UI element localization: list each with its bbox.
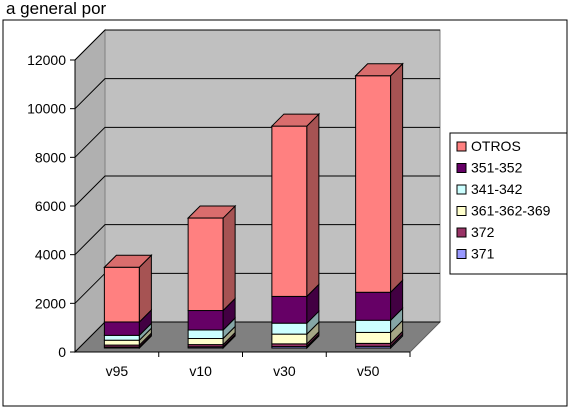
- bar-segment-OTROS: [103, 254, 153, 324]
- bar-front: [187, 338, 224, 346]
- bar-front: [355, 319, 392, 333]
- gridline: [74, 29, 440, 61]
- legend-label: 371: [471, 246, 495, 262]
- legend-box: [449, 132, 568, 275]
- legend-swatch: [456, 206, 467, 216]
- y-tick-label: 4000: [35, 247, 66, 263]
- bars: [103, 62, 404, 350]
- bar-front: [355, 291, 392, 321]
- bar-front: [355, 75, 392, 293]
- legend-swatch: [456, 163, 467, 173]
- bar-front: [103, 334, 140, 341]
- bar-top: [270, 113, 321, 127]
- bar-segment-OTROS: [186, 204, 237, 312]
- bar-front: [271, 322, 308, 335]
- y-tick-label: 10000: [27, 101, 66, 117]
- x-tick-label: v95: [106, 363, 129, 379]
- x-tick-label: v10: [189, 363, 212, 379]
- legend-swatch: [456, 227, 467, 238]
- bar-front: [187, 329, 224, 340]
- bar-segment-OTROS: [270, 112, 321, 298]
- bar-front: [103, 339, 140, 346]
- legend-label: 351-352: [471, 160, 523, 176]
- bar-top: [103, 254, 153, 268]
- bar-segment-341-342: [355, 307, 404, 334]
- gridline: [74, 78, 440, 110]
- legend-swatch: [456, 184, 467, 195]
- axes: 0 2000 4000 6000 8000 10000 12000 v95 v10 v30 v50: [27, 52, 411, 379]
- legend-label: 372: [471, 224, 495, 240]
- y-tick-label: 2000: [35, 295, 66, 311]
- gridline: [74, 175, 440, 207]
- bar-top: [186, 205, 237, 219]
- bar-segment-OTROS: [354, 62, 404, 294]
- chart-title-fragment: a general por: [6, 0, 107, 18]
- x-tick-label: v30: [273, 363, 296, 379]
- legend-label: 361-362-369: [471, 203, 551, 219]
- gridline: [74, 224, 440, 256]
- legend: OTROS 351-352 341-342 361-362-369 372 371: [449, 132, 568, 275]
- bar-front: [271, 333, 308, 345]
- y-tick-label: 12000: [27, 52, 66, 68]
- bar-front: [355, 331, 392, 344]
- y-tick-label: 0: [58, 344, 66, 360]
- x-tick-label: v50: [357, 363, 380, 379]
- bar-side: [306, 112, 320, 298]
- y-tick-label: 6000: [35, 198, 66, 214]
- legend-label: OTROS: [471, 138, 521, 154]
- legend-swatch: [456, 141, 467, 152]
- bar-front: [271, 295, 308, 324]
- legend-swatch: [456, 249, 467, 259]
- bar-side: [222, 204, 236, 312]
- bar-side: [390, 62, 404, 294]
- bar-front: [103, 266, 140, 323]
- bar-front: [187, 217, 224, 312]
- bar-top: [354, 63, 404, 77]
- legend-label: 341-342: [471, 181, 523, 197]
- y-tick-label: 8000: [35, 149, 66, 165]
- gridline: [74, 126, 440, 158]
- bar-front: [103, 321, 140, 336]
- bar-segment-351-352: [355, 279, 404, 322]
- bar-front: [271, 125, 308, 297]
- bar-front: [187, 310, 224, 331]
